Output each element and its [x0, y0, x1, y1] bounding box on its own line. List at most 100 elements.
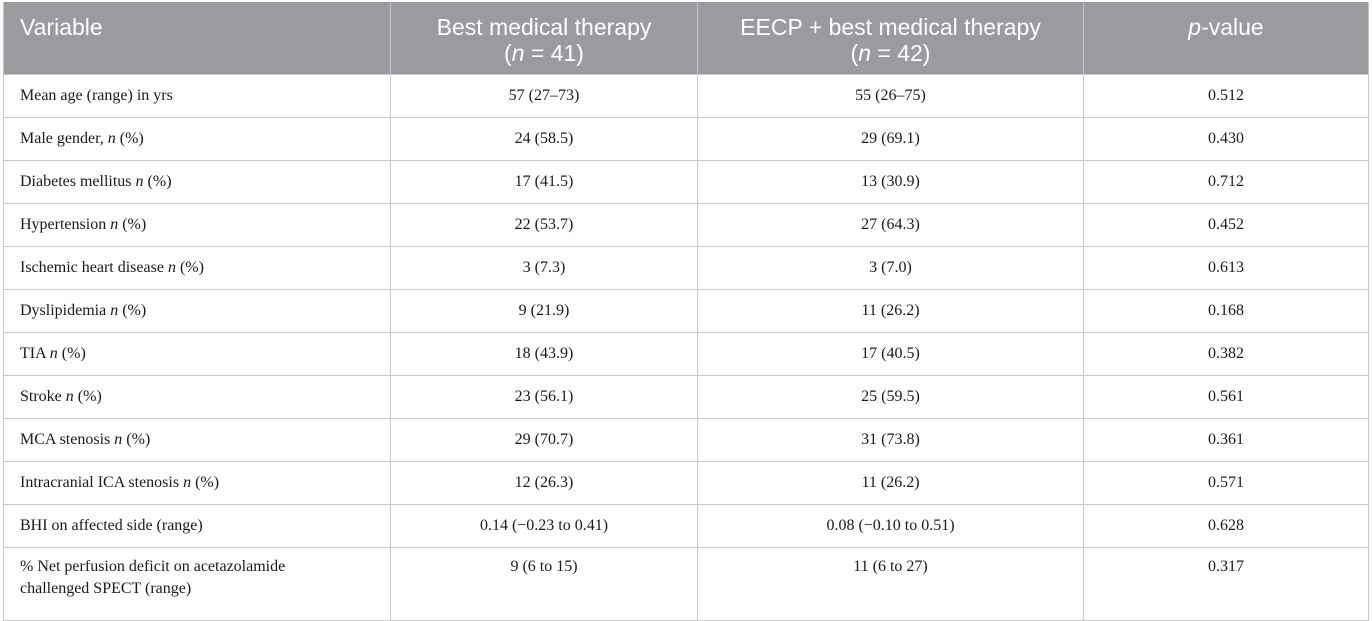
variable-n-symbol: n — [110, 302, 119, 319]
variable-suffix: (%) — [122, 431, 151, 448]
variable-text: TIA — [20, 345, 50, 362]
cell-eecp: 3 (7.0) — [697, 246, 1084, 290]
cell-p-value: 0.317 — [1083, 547, 1369, 621]
cell-p-value: 0.430 — [1083, 117, 1369, 161]
table-row: Diabetes mellitus n (%) 17 (41.5) 13 (30… — [3, 160, 1369, 204]
cell-p-value: 0.712 — [1083, 160, 1369, 204]
variable-text: Male gender, — [20, 130, 108, 147]
header-eecp-best-medical-therapy: EECP + best medical therapy (n = 42) — [697, 2, 1084, 75]
variable-suffix: (%) — [118, 216, 147, 233]
variable-n-symbol: n — [167, 259, 176, 276]
header-variable: Variable — [3, 2, 391, 75]
header-eecp-n-symbol: n — [858, 40, 871, 66]
variable-suffix: (%) — [191, 474, 220, 491]
cell-eecp: 29 (69.1) — [697, 117, 1084, 161]
table-row: Male gender, n (%) 24 (58.5) 29 (69.1) 0… — [3, 117, 1369, 161]
cell-p-value: 0.512 — [1083, 74, 1369, 118]
header-p-symbol: p — [1188, 14, 1202, 40]
cell-bmt: 23 (56.1) — [390, 375, 698, 419]
cell-eecp: 11 (26.2) — [697, 289, 1084, 333]
cell-p-value: 0.452 — [1083, 203, 1369, 247]
table-row: Ischemic heart disease n (%) 3 (7.3) 3 (… — [3, 246, 1369, 290]
cell-p-value: 0.613 — [1083, 246, 1369, 290]
cell-bmt: 24 (58.5) — [390, 117, 698, 161]
variable-text: Dyslipidemia — [20, 302, 111, 319]
header-bmt-n-symbol: n — [511, 40, 525, 66]
cell-variable: Stroke n (%) — [3, 375, 391, 419]
table-row: MCA stenosis n (%) 29 (70.7) 31 (73.8) 0… — [3, 418, 1369, 462]
baseline-characteristics-table: Variable Best medical therapy (n = 41) E… — [3, 2, 1369, 621]
cell-variable: Mean age (range) in yrs — [3, 74, 391, 118]
variable-suffix: (%) — [143, 173, 172, 190]
variable-n-symbol: n — [107, 130, 116, 147]
cell-bmt: 29 (70.7) — [390, 418, 698, 462]
cell-p-value: 0.168 — [1083, 289, 1369, 333]
variable-text: Mean age (range) in yrs — [20, 87, 173, 104]
variable-suffix: (%) — [57, 345, 86, 362]
variable-text: BHI on affected side (range) — [20, 517, 203, 534]
variable-suffix: (%) — [175, 259, 204, 276]
cell-p-value: 0.628 — [1083, 504, 1369, 548]
cell-p-value: 0.382 — [1083, 332, 1369, 376]
table-header: Variable Best medical therapy (n = 41) E… — [3, 2, 1369, 75]
cell-bmt: 57 (27–73) — [390, 74, 698, 118]
cell-variable: % Net perfusion deficit on acetazolamide… — [3, 547, 391, 621]
header-p-value: p-value — [1083, 2, 1369, 75]
cell-variable: Hypertension n (%) — [3, 203, 391, 247]
table-row: BHI on affected side (range) 0.14 (−0.23… — [3, 504, 1369, 548]
variable-suffix: (%) — [73, 388, 102, 405]
variable-text: Stroke — [20, 388, 66, 405]
cell-variable: MCA stenosis n (%) — [3, 418, 391, 462]
variable-n-symbol: n — [65, 388, 74, 405]
cell-bmt: 3 (7.3) — [390, 246, 698, 290]
variable-text: % Net perfusion deficit on acetazolamide — [20, 558, 286, 575]
header-p-rest: -value — [1201, 14, 1264, 40]
cell-variable: Ischemic heart disease n (%) — [3, 246, 391, 290]
cell-bmt: 0.14 (−0.23 to 0.41) — [390, 504, 698, 548]
cell-bmt: 17 (41.5) — [390, 160, 698, 204]
header-row: Variable Best medical therapy (n = 41) E… — [3, 2, 1369, 75]
cell-eecp: 11 (26.2) — [697, 461, 1084, 505]
cell-eecp: 13 (30.9) — [697, 160, 1084, 204]
table-row: Stroke n (%) 23 (56.1) 25 (59.5) 0.561 — [3, 375, 1369, 419]
cell-bmt: 18 (43.9) — [390, 332, 698, 376]
variable-suffix: (%) — [118, 302, 147, 319]
cell-eecp: 27 (64.3) — [697, 203, 1084, 247]
cell-variable: Diabetes mellitus n (%) — [3, 160, 391, 204]
cell-bmt: 9 (6 to 15) — [390, 547, 698, 621]
cell-bmt: 22 (53.7) — [390, 203, 698, 247]
header-best-medical-therapy: Best medical therapy (n = 41) — [390, 2, 698, 75]
header-eecp-n-value: = 42 — [871, 40, 923, 66]
cell-eecp: 11 (6 to 27) — [697, 547, 1084, 621]
variable-text: MCA stenosis — [20, 431, 115, 448]
cell-eecp: 0.08 (−0.10 to 0.51) — [697, 504, 1084, 548]
table-row: Dyslipidemia n (%) 9 (21.9) 11 (26.2) 0.… — [3, 289, 1369, 333]
variable-text: Hypertension — [20, 216, 111, 233]
table-row: Hypertension n (%) 22 (53.7) 27 (64.3) 0… — [3, 203, 1369, 247]
cell-variable: BHI on affected side (range) — [3, 504, 391, 548]
variable-text-line2: challenged SPECT (range) — [20, 580, 192, 597]
header-eecp-title: EECP + best medical therapy — [740, 14, 1041, 40]
table-row: % Net perfusion deficit on acetazolamide… — [3, 547, 1369, 621]
cell-eecp: 55 (26–75) — [697, 74, 1084, 118]
cell-variable: TIA n (%) — [3, 332, 391, 376]
table-body: Mean age (range) in yrs 57 (27–73) 55 (2… — [3, 74, 1369, 621]
cell-p-value: 0.361 — [1083, 418, 1369, 462]
table-row: Mean age (range) in yrs 57 (27–73) 55 (2… — [3, 74, 1369, 118]
header-variable-label: Variable — [20, 14, 103, 40]
cell-eecp: 25 (59.5) — [697, 375, 1084, 419]
variable-suffix: (%) — [115, 130, 144, 147]
variable-text: Diabetes mellitus — [20, 173, 136, 190]
variable-n-symbol: n — [114, 431, 123, 448]
variable-n-symbol: n — [110, 216, 119, 233]
header-bmt-n-value: = 41 — [524, 40, 577, 66]
table-row: TIA n (%) 18 (43.9) 17 (40.5) 0.382 — [3, 332, 1369, 376]
header-bmt-title: Best medical therapy — [436, 14, 652, 40]
cell-p-value: 0.561 — [1083, 375, 1369, 419]
variable-text: Intracranial ICA stenosis — [20, 474, 184, 491]
variable-text: Ischemic heart disease — [20, 259, 168, 276]
cell-bmt: 9 (21.9) — [390, 289, 698, 333]
cell-eecp: 17 (40.5) — [697, 332, 1084, 376]
baseline-characteristics-table-container: Variable Best medical therapy (n = 41) E… — [3, 2, 1369, 621]
cell-variable: Dyslipidemia n (%) — [3, 289, 391, 333]
